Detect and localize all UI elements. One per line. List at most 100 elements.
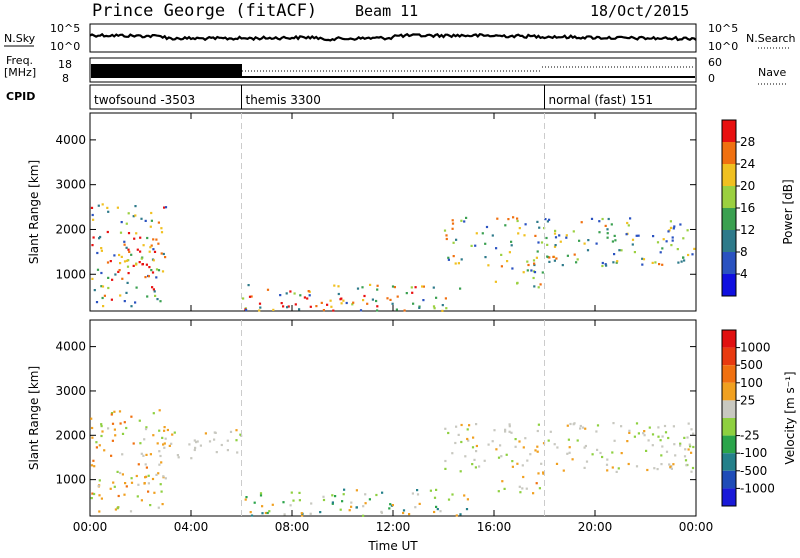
- xtick-label: 20:00: [578, 520, 613, 534]
- scatter-cell: [497, 490, 500, 493]
- scatter-cell: [501, 480, 504, 483]
- scatter-cell: [113, 428, 116, 431]
- colorbar-tick: 16: [740, 201, 755, 215]
- scatter-cell: [362, 299, 365, 302]
- scatter-cell: [92, 459, 95, 462]
- scatter-cell: [466, 498, 469, 501]
- scatter-cell: [571, 458, 574, 461]
- scatter-cell: [521, 464, 524, 467]
- scatter-cell: [141, 263, 144, 266]
- scatter-cell: [368, 498, 371, 501]
- scatter-cell: [463, 220, 466, 223]
- ytick-label: 3000: [55, 384, 86, 398]
- colorbar-tick: 20: [740, 179, 755, 193]
- scatter-cell: [674, 454, 677, 457]
- scatter-cell: [151, 286, 154, 289]
- scatter-cell: [153, 290, 156, 293]
- scatter-cell: [465, 216, 468, 219]
- scatter-cell: [651, 444, 654, 447]
- scatter-cell: [150, 219, 153, 222]
- power-cbar-label: Power [dB]: [781, 179, 795, 244]
- scatter-cell: [566, 452, 569, 455]
- scatter-cell: [173, 431, 176, 434]
- scatter-cell: [673, 443, 676, 446]
- scatter-cell: [547, 439, 550, 442]
- scatter-cell: [356, 287, 360, 290]
- xtick-label: 16:00: [477, 520, 512, 534]
- scatter-cell: [598, 220, 601, 223]
- scatter-cell: [583, 242, 586, 245]
- scatter-cell: [298, 499, 301, 502]
- scatter-cell: [651, 261, 654, 264]
- scatter-cell: [692, 432, 695, 435]
- scatter-cell: [669, 226, 673, 229]
- scatter-cell: [410, 286, 413, 289]
- scatter-cell: [648, 426, 651, 429]
- scatter-cell: [606, 469, 609, 472]
- scatter-cell: [152, 238, 155, 241]
- scatter-cell: [561, 264, 564, 267]
- scatter-cell: [386, 297, 389, 300]
- cpid-segment-label: themis 3300: [246, 93, 321, 107]
- freq-tick-bottom: 8: [62, 72, 69, 85]
- scatter-cell: [98, 237, 101, 240]
- scatter-cell: [668, 229, 671, 232]
- scatter-cell: [625, 233, 628, 236]
- scatter-cell: [125, 246, 128, 249]
- scatter-cell: [133, 237, 136, 240]
- scatter-cell: [119, 422, 122, 425]
- colorbar-swatch: [722, 274, 736, 296]
- colorbar-swatch: [722, 330, 736, 348]
- scatter-cell: [485, 225, 489, 229]
- scatter-cell: [101, 285, 105, 288]
- scatter-cell: [682, 237, 685, 240]
- scatter-cell: [376, 284, 379, 287]
- scatter-cell: [611, 451, 614, 454]
- scatter-cell: [537, 423, 540, 426]
- scatter-cell: [91, 436, 94, 439]
- scatter-cell: [102, 305, 105, 308]
- cpid-panel: CPID twofsound -3503 themis 3300 normal (f…: [6, 84, 697, 110]
- scatter-cell: [97, 484, 100, 488]
- scatter-cell: [331, 501, 334, 504]
- scatter-cell: [350, 501, 353, 504]
- scatter-cell: [601, 455, 604, 459]
- scatter-cell: [320, 301, 323, 304]
- scatter-cell: [116, 206, 119, 209]
- velocity-panel: 1000 2000 3000 4000 00:00 04:00 08:00 12:00 16:0…: [27, 319, 797, 553]
- scatter-cell: [530, 269, 533, 272]
- nave-label: Nave: [758, 66, 786, 79]
- scatter-cell: [585, 460, 589, 463]
- scatter-cell: [136, 495, 139, 498]
- scatter-cell: [435, 296, 438, 299]
- scatter-cell: [363, 294, 366, 298]
- scatter-cell: [157, 221, 160, 224]
- scatter-cell: [159, 483, 162, 486]
- scatter-cell: [271, 503, 274, 506]
- scatter-cell: [516, 219, 519, 223]
- scatter-cell: [361, 286, 364, 289]
- scatter-cell: [452, 255, 455, 258]
- scatter-cell: [549, 430, 552, 433]
- scatter-cell: [95, 441, 98, 444]
- scatter-cell: [162, 252, 165, 256]
- scatter-cell: [451, 227, 454, 230]
- scatter-cell: [114, 434, 117, 437]
- colorbar-swatch: [722, 142, 736, 164]
- scatter-cell: [111, 278, 114, 281]
- scatter-cell: [610, 223, 613, 226]
- scatter-cell: [289, 504, 292, 507]
- scatter-cell: [355, 489, 358, 492]
- scatter-cell: [596, 424, 600, 427]
- scatter-cell: [534, 449, 537, 452]
- scatter-cell: [553, 232, 557, 235]
- scatter-cell: [132, 264, 135, 267]
- scatter-cell: [93, 289, 96, 292]
- scatter-cell: [554, 229, 557, 232]
- scatter-cell: [193, 439, 196, 442]
- scatter-cell: [534, 234, 537, 237]
- scatter-cell: [483, 459, 486, 462]
- scatter-cell: [380, 511, 383, 514]
- scatter-cell: [687, 422, 690, 425]
